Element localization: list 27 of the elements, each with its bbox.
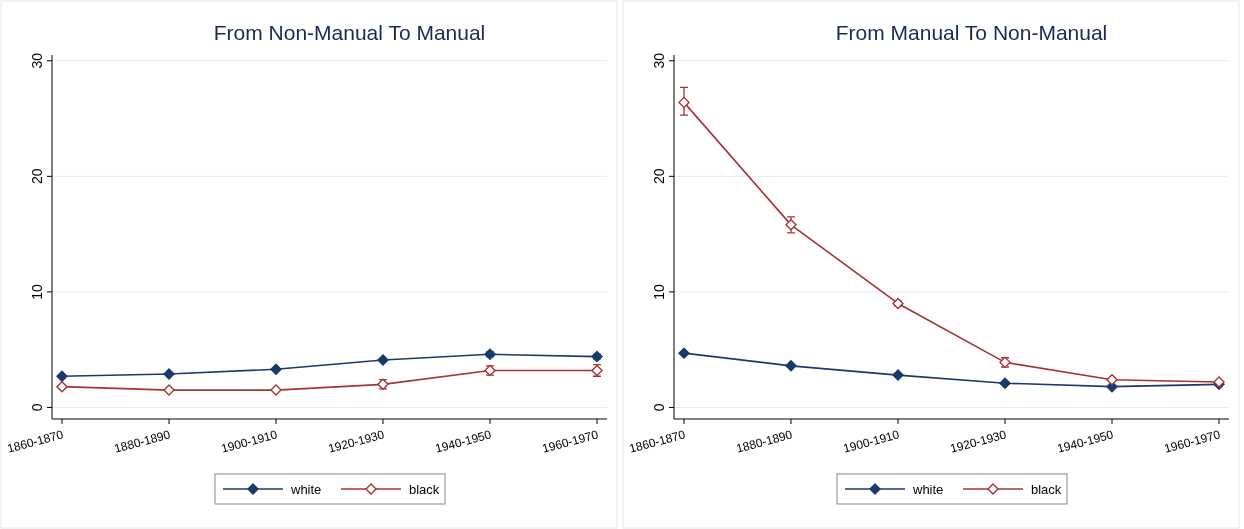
point [56,370,68,382]
y-tick-label: 20 [651,168,667,185]
y-tick-label: 10 [29,283,45,300]
y-tick-label: 30 [651,52,667,69]
y-tick-label: 0 [29,403,45,412]
legend-label: white [912,482,944,497]
point [377,354,389,366]
point [163,368,175,380]
point [270,384,282,396]
point [270,363,282,376]
chart-title: From Non-Manual To Manual [213,21,486,44]
point [56,380,68,393]
point [678,347,690,359]
y-tick-label: 0 [651,403,667,412]
legend-label: black [1031,482,1062,497]
y-tick-label: 20 [29,168,45,185]
point [999,377,1011,389]
legend-label: white [290,482,322,497]
point [163,384,175,396]
y-tick-label: 10 [651,283,667,300]
point [1106,374,1118,386]
chart-title: From Manual To Non-Manual [835,21,1108,44]
point [678,96,690,109]
point [785,360,797,372]
y-tick-label: 30 [29,52,45,69]
point [892,369,904,381]
legend-label: black [409,482,440,497]
